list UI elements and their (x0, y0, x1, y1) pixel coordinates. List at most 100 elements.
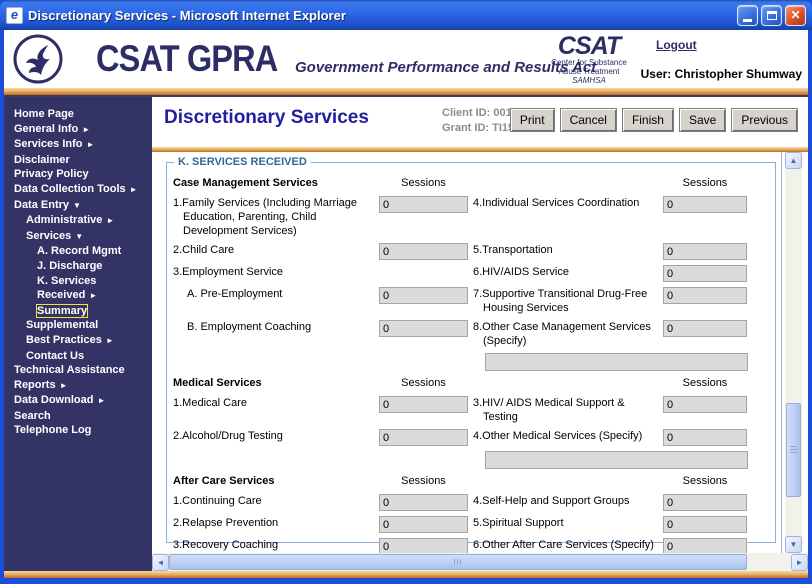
scroll-up-button[interactable]: ▲ (785, 152, 802, 169)
sessions-input[interactable] (379, 494, 468, 511)
sidebar-item-search[interactable]: Search (4, 409, 152, 424)
sessions-input[interactable] (663, 320, 747, 337)
sessions-input[interactable] (663, 265, 747, 282)
vertical-scrollbar[interactable]: ▲ ▼ (785, 152, 802, 553)
sidebar-item-privacy-policy[interactable]: Privacy Policy (4, 167, 152, 182)
chevron-right-icon: ► (97, 396, 106, 406)
sessions-input[interactable] (663, 243, 747, 260)
sessions-column-header: Sessions (682, 177, 728, 189)
left-cell: 1.Medical Care (173, 396, 473, 413)
sessions-input[interactable] (379, 429, 468, 446)
sessions-input[interactable] (379, 516, 468, 533)
previous-button[interactable]: Previous (731, 108, 798, 132)
content-divider-stripe (152, 147, 808, 152)
print-button[interactable]: Print (509, 108, 555, 132)
right-cell: 8.Other Case Management Services (Specif… (473, 320, 775, 348)
horizontal-scrollbar-thumb[interactable] (169, 553, 747, 570)
sidebar-item-services-info[interactable]: Services Info ► (4, 137, 152, 153)
logout-link[interactable]: Logout (656, 38, 697, 52)
sidebar-item-home-page[interactable]: Home Page (4, 107, 152, 122)
csat-logo-title: CSAT (557, 32, 621, 60)
scroll-up-icon: ▲ (789, 156, 798, 165)
left-cell: 1.Family Services (Including Marriage Ed… (173, 196, 473, 238)
sidebar-item-data-collection-tools[interactable]: Data Collection Tools ► (4, 182, 152, 198)
sidebar-item-summary[interactable]: Summary (4, 303, 152, 319)
app-header: CSAT GPRA Government Performance and Res… (4, 30, 808, 88)
form-body: Case Management Services Sessions Sessions… (167, 163, 775, 553)
sessions-input[interactable] (663, 429, 747, 446)
csat-gpra-logo: CSAT GPRA (96, 38, 278, 79)
close-button[interactable]: ✕ (785, 4, 806, 26)
service-label: 3.Recovery Coaching (173, 539, 279, 551)
right-cell: 6.Other After Care Services (Specify) (473, 538, 775, 553)
vertical-scrollbar-thumb[interactable] (786, 403, 801, 497)
sidebar-item-general-info[interactable]: General Info ► (4, 122, 152, 138)
sessions-column-header: Sessions (682, 475, 728, 487)
sessions-input[interactable] (663, 494, 747, 511)
scroll-down-button[interactable]: ▼ (785, 536, 802, 553)
sidebar-item-telephone-log[interactable]: Telephone Log (4, 423, 152, 438)
sidebar-item-best-practices[interactable]: Best Practices ► (4, 333, 152, 349)
title-bar[interactable]: e Discretionary Services - Microsoft Int… (0, 0, 812, 30)
sidebar-item-supplemental[interactable]: Supplemental (4, 318, 152, 333)
internet-explorer-icon: e (6, 6, 23, 24)
scroll-down-icon: ▼ (789, 540, 798, 549)
minimize-button[interactable] (737, 4, 758, 26)
sessions-input[interactable] (379, 196, 468, 213)
left-cell: 3.Employment Service (173, 265, 473, 279)
sidebar-item-label: Search (14, 409, 51, 422)
sidebar-item-data-entry[interactable]: Data Entry ▼ (4, 198, 152, 214)
specify-input[interactable] (485, 353, 748, 371)
sessions-input[interactable] (379, 287, 468, 304)
specify-input[interactable] (485, 451, 748, 469)
window-controls: ✕ (737, 4, 806, 26)
sessions-input[interactable] (379, 320, 468, 337)
sidebar-item-label: Administrative (26, 214, 103, 227)
finish-button[interactable]: Finish (621, 108, 674, 132)
sidebar-item-label: Data Collection Tools (14, 182, 126, 195)
chevron-right-icon: ► (106, 216, 115, 226)
left-cell: A. Pre-Employment (173, 287, 473, 304)
sessions-input[interactable] (663, 396, 747, 413)
sessions-input[interactable] (663, 287, 747, 304)
sidebar-item-reports[interactable]: Reports ► (4, 378, 152, 394)
sidebar-item-j-discharge[interactable]: J. Discharge (4, 259, 152, 274)
sessions-input[interactable] (379, 243, 468, 260)
save-button[interactable]: Save (678, 108, 727, 132)
sidebar-item-data-download[interactable]: Data Download ► (4, 393, 152, 409)
chevron-right-icon: ► (89, 291, 98, 301)
right-cell: 5.Spiritual Support (473, 516, 775, 533)
services-received-fieldset: K. SERVICES RECEIVED Case Management Ser… (166, 156, 776, 553)
sessions-input[interactable] (663, 538, 747, 553)
cancel-button[interactable]: Cancel (559, 108, 617, 132)
scroll-right-button[interactable]: ► (791, 553, 808, 571)
form-row: 1.Medical Care 3.HIV/ AIDS Medical Suppor… (173, 396, 775, 424)
sessions-input[interactable] (379, 538, 468, 553)
sidebar-item-disclaimer[interactable]: Disclaimer (4, 153, 152, 168)
sessions-input[interactable] (663, 516, 747, 533)
left-cell: 2.Child Care (173, 243, 473, 260)
maximize-button[interactable] (761, 4, 782, 26)
action-buttons: Print Cancel Finish Save Previous (509, 108, 798, 132)
service-label: 2.Alcohol/Drug Testing (173, 430, 283, 442)
sidebar-item-k-services-received[interactable]: K. Services Received ► (4, 274, 152, 304)
chevron-right-icon: ► (82, 124, 91, 134)
sidebar-item-a-record-mgmt[interactable]: A. Record Mgmt (4, 244, 152, 259)
sidebar-item-contact-us[interactable]: Contact Us (4, 349, 152, 364)
sessions-input[interactable] (663, 196, 747, 213)
right-cell: 3.HIV/ AIDS Medical Support & Testing (473, 396, 775, 424)
horizontal-scrollbar[interactable]: ◄ ► (152, 553, 808, 571)
left-cell: 3.Recovery Coaching (173, 538, 473, 553)
sessions-input[interactable] (379, 396, 468, 413)
sidebar-item-technical-assistance[interactable]: Technical Assistance (4, 363, 152, 378)
chevron-right-icon: ► (86, 140, 95, 150)
minimize-icon (743, 18, 752, 22)
sidebar-item-services[interactable]: Services ▼ (4, 229, 152, 245)
sidebar-item-administrative[interactable]: Administrative ► (4, 213, 152, 229)
sidebar-item-label: Technical Assistance (14, 364, 125, 377)
csat-logo-line1: Center for Substance (551, 58, 627, 67)
hhs-eagle-logo (13, 34, 63, 84)
sidebar-item-label: Telephone Log (14, 424, 92, 437)
scroll-left-button[interactable]: ◄ (152, 553, 169, 571)
